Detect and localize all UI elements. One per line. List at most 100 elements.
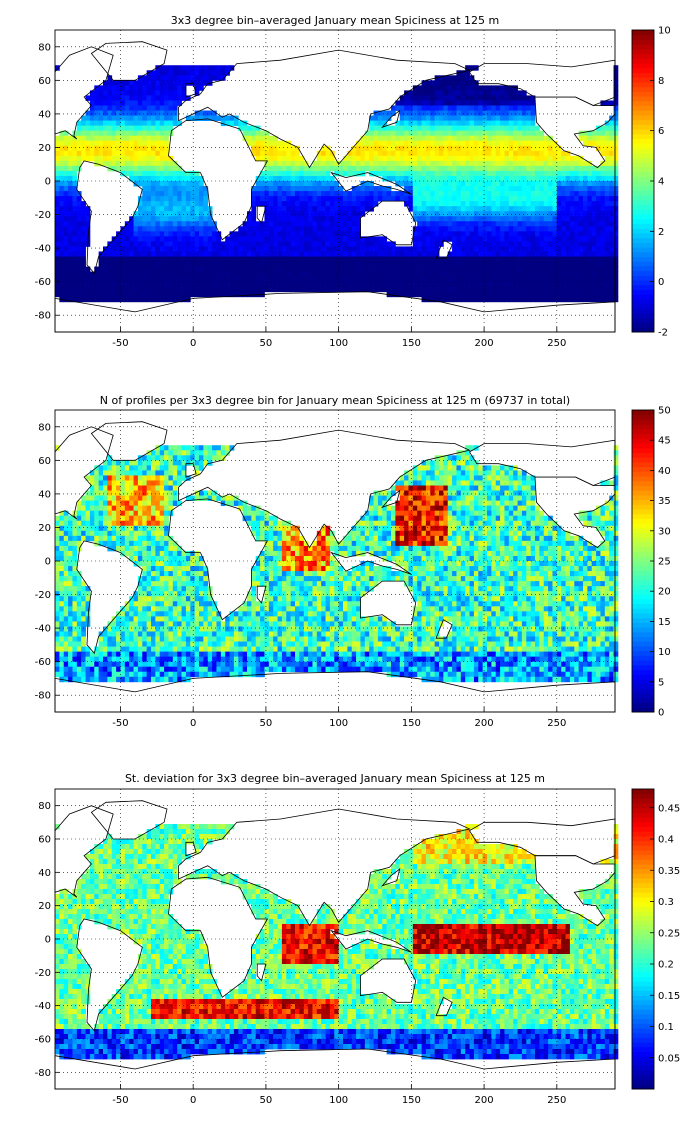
heatmap-cell (172, 221, 178, 227)
heatmap-cell (430, 246, 436, 252)
heatmap-cell (329, 226, 335, 232)
heatmap-cell (569, 155, 575, 162)
heatmap-cell (321, 165, 326, 172)
heatmap-cell (159, 495, 165, 501)
heatmap-cell (146, 226, 152, 232)
heatmap-cell (216, 271, 222, 278)
heatmap-cell (460, 140, 466, 147)
heatmap-cell (312, 221, 318, 227)
heatmap-cell (447, 480, 453, 486)
heatmap-cell (76, 286, 82, 293)
heatmap-cell (395, 480, 401, 486)
heatmap-cell (137, 125, 143, 132)
heatmap-cell (68, 246, 73, 252)
heatmap-cell (133, 460, 139, 466)
heatmap-cell (338, 266, 344, 272)
heatmap-cell (460, 475, 466, 481)
heatmap-cell (391, 105, 396, 111)
heatmap-cell (220, 500, 226, 507)
heatmap-cell (591, 165, 597, 172)
heatmap-cell (151, 276, 156, 283)
heatmap-cell (412, 281, 418, 288)
heatmap-cell (286, 236, 292, 242)
heatmap-cell (85, 135, 91, 142)
heatmap-cell (111, 296, 117, 303)
heatmap-cell (530, 231, 536, 237)
heatmap-cell (604, 150, 610, 157)
heatmap-cell (430, 155, 436, 162)
heatmap-cell (308, 191, 313, 197)
heatmap-cell (543, 251, 549, 257)
heatmap-cell (281, 261, 287, 267)
heatmap-cell (569, 291, 575, 298)
heatmap-cell (613, 296, 619, 303)
heatmap-cell (604, 251, 610, 257)
heatmap-cell (373, 500, 379, 507)
heatmap-cell (212, 221, 217, 227)
heatmap-cell (159, 211, 165, 217)
heatmap-cell (543, 236, 549, 242)
heatmap-cell (255, 256, 261, 262)
heatmap-cell (600, 135, 606, 142)
heatmap-cell (303, 201, 309, 207)
heatmap-cell (408, 500, 414, 507)
heatmap-cell (124, 135, 130, 142)
heatmap-cell (513, 120, 518, 127)
heatmap-cell (460, 216, 466, 222)
heatmap-cell (535, 170, 540, 177)
heatmap-cell (155, 201, 161, 207)
heatmap-cell (543, 226, 549, 232)
heatmap-cell (504, 150, 510, 157)
x-tick-label: 100 (329, 338, 348, 349)
heatmap-cell (356, 251, 361, 257)
heatmap-cell (264, 135, 270, 142)
heatmap-cell (600, 271, 606, 278)
heatmap-cell (412, 130, 418, 137)
heatmap-cell (268, 186, 274, 192)
heatmap-cell (325, 196, 331, 202)
heatmap-cell (574, 201, 580, 207)
heatmap-cell (164, 231, 169, 237)
heatmap-cell (539, 130, 545, 137)
heatmap-cell (391, 485, 396, 491)
heatmap-cell (600, 140, 606, 147)
heatmap-cell (255, 140, 261, 147)
y-tick-label: 40 (38, 109, 51, 120)
heatmap-cell (565, 291, 571, 298)
colorbar-step (632, 195, 654, 201)
heatmap-cell (587, 181, 593, 187)
heatmap-cell (434, 271, 440, 278)
heatmap-cell (286, 196, 292, 202)
heatmap-cell (452, 276, 457, 283)
heatmap-cell (364, 281, 370, 288)
heatmap-cell (255, 236, 261, 242)
heatmap-cell (417, 155, 422, 162)
heatmap-cell (495, 181, 501, 187)
heatmap-cell (421, 495, 427, 501)
heatmap-cell (395, 120, 401, 127)
heatmap-cell (212, 271, 217, 278)
heatmap-cell (286, 266, 292, 272)
heatmap-cell (478, 135, 484, 142)
heatmap-cell (417, 475, 422, 481)
heatmap-cell (273, 231, 278, 237)
axes-frame (54, 29, 616, 333)
heatmap-cell (360, 181, 366, 187)
heatmap-cell (164, 181, 169, 187)
heatmap-cell (421, 145, 427, 152)
heatmap-cell (151, 465, 156, 471)
heatmap-cell (255, 266, 261, 272)
heatmap-cell (434, 241, 440, 247)
heatmap-cell (59, 216, 65, 222)
heatmap-cell (465, 95, 470, 101)
heatmap-cell (164, 70, 169, 76)
heatmap-cell (364, 135, 370, 142)
heatmap-cell (68, 165, 73, 172)
heatmap-cell (251, 125, 257, 132)
heatmap-cell (569, 186, 575, 192)
heatmap-cell (290, 155, 296, 162)
heatmap-cell (561, 271, 566, 278)
heatmap-cell (613, 455, 619, 461)
heatmap-cell (395, 485, 401, 491)
heatmap-cell (168, 221, 174, 227)
